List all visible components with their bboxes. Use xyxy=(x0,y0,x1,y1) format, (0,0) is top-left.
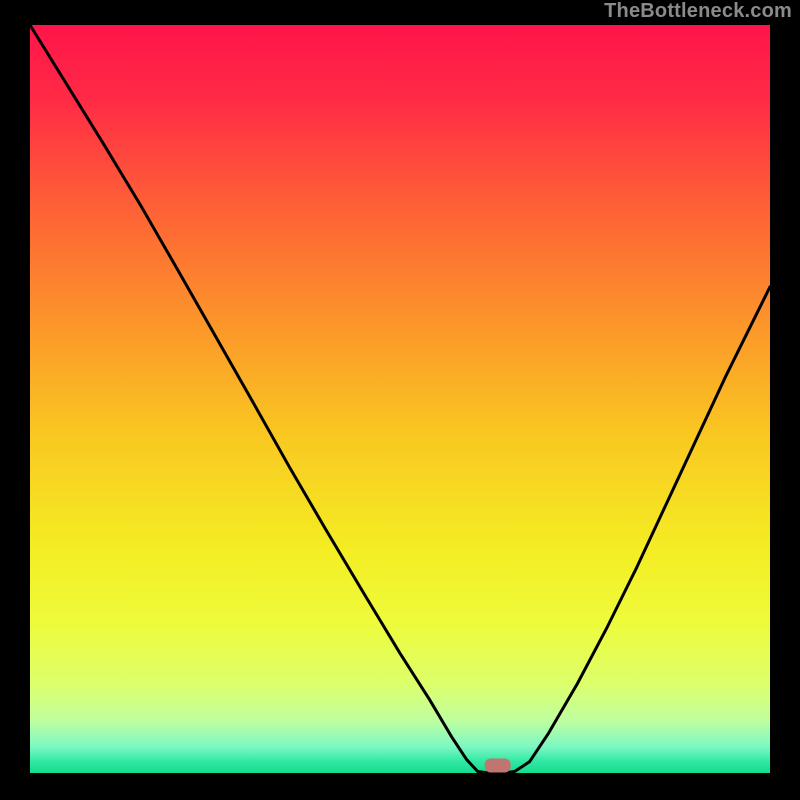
optimum-marker xyxy=(485,759,511,773)
plot-background xyxy=(30,25,770,773)
watermark-text: TheBottleneck.com xyxy=(604,0,792,23)
chart-svg xyxy=(0,0,800,800)
chart-container: TheBottleneck.com xyxy=(0,0,800,800)
